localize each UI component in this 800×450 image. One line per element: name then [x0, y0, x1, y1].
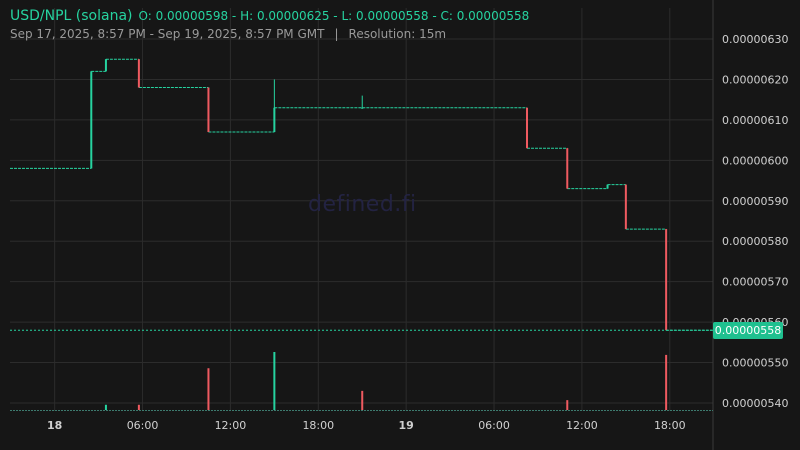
range-line: Sep 17, 2025, 8:57 PM - Sep 19, 2025, 8:…: [10, 27, 529, 41]
candle-body: [566, 148, 569, 189]
x-tick-label: 18: [47, 419, 62, 432]
candle-body: [361, 107, 364, 109]
y-tick-label: 0.00000620: [722, 73, 788, 86]
x-tick-label: 06:00: [478, 419, 510, 432]
volume-bar: [566, 400, 569, 410]
resolution-label[interactable]: Resolution: 15m: [348, 27, 447, 41]
volume-bar: [361, 390, 364, 410]
separator: |: [334, 27, 339, 41]
x-tick-label: 19: [399, 419, 414, 432]
y-tick-label: 0.00000600: [722, 154, 788, 167]
date-range: Sep 17, 2025, 8:57 PM - Sep 19, 2025, 8:…: [10, 27, 325, 41]
y-tick-label: 0.00000550: [722, 357, 788, 370]
watermark-logo: defined.fi: [308, 192, 417, 217]
volume-bar: [273, 352, 276, 410]
x-tick-label: 18:00: [302, 419, 334, 432]
candle-body: [525, 107, 528, 149]
ohlc-values: O: 0.00000598 - H: 0.00000625 - L: 0.000…: [138, 9, 530, 23]
title-line: USD/NPL (solana) O: 0.00000598 - H: 0.00…: [10, 8, 529, 24]
candle-body: [207, 87, 210, 133]
y-tick-label: 0.00000540: [722, 397, 788, 410]
candle-body: [90, 71, 93, 169]
y-tick-label: 0.00000570: [722, 276, 788, 289]
last-price-tag: 0.00000558: [713, 322, 783, 339]
y-tick-label: 0.00000610: [722, 114, 788, 127]
x-tick-label: 12:00: [566, 419, 598, 432]
y-tick-label: 0.00000630: [722, 33, 788, 46]
x-tick-label: 06:00: [127, 419, 159, 432]
candle-body: [624, 184, 627, 230]
x-tick-label: 12:00: [215, 419, 247, 432]
candle-body: [606, 184, 609, 189]
y-tick-label: 0.00000580: [722, 235, 788, 248]
volume-bar: [207, 368, 210, 410]
y-tick-label: 0.00000590: [722, 195, 788, 208]
candle-body: [665, 229, 668, 331]
volume-bar: [104, 404, 107, 410]
candle-body: [104, 59, 107, 72]
volume-bar: [137, 404, 140, 410]
volume-bar: [665, 354, 668, 410]
x-tick-label: 18:00: [654, 419, 686, 432]
candle-body: [273, 107, 276, 133]
chart-header: USD/NPL (solana) O: 0.00000598 - H: 0.00…: [10, 8, 529, 41]
candle-body: [137, 59, 140, 88]
pair-title[interactable]: USD/NPL (solana): [10, 8, 133, 24]
